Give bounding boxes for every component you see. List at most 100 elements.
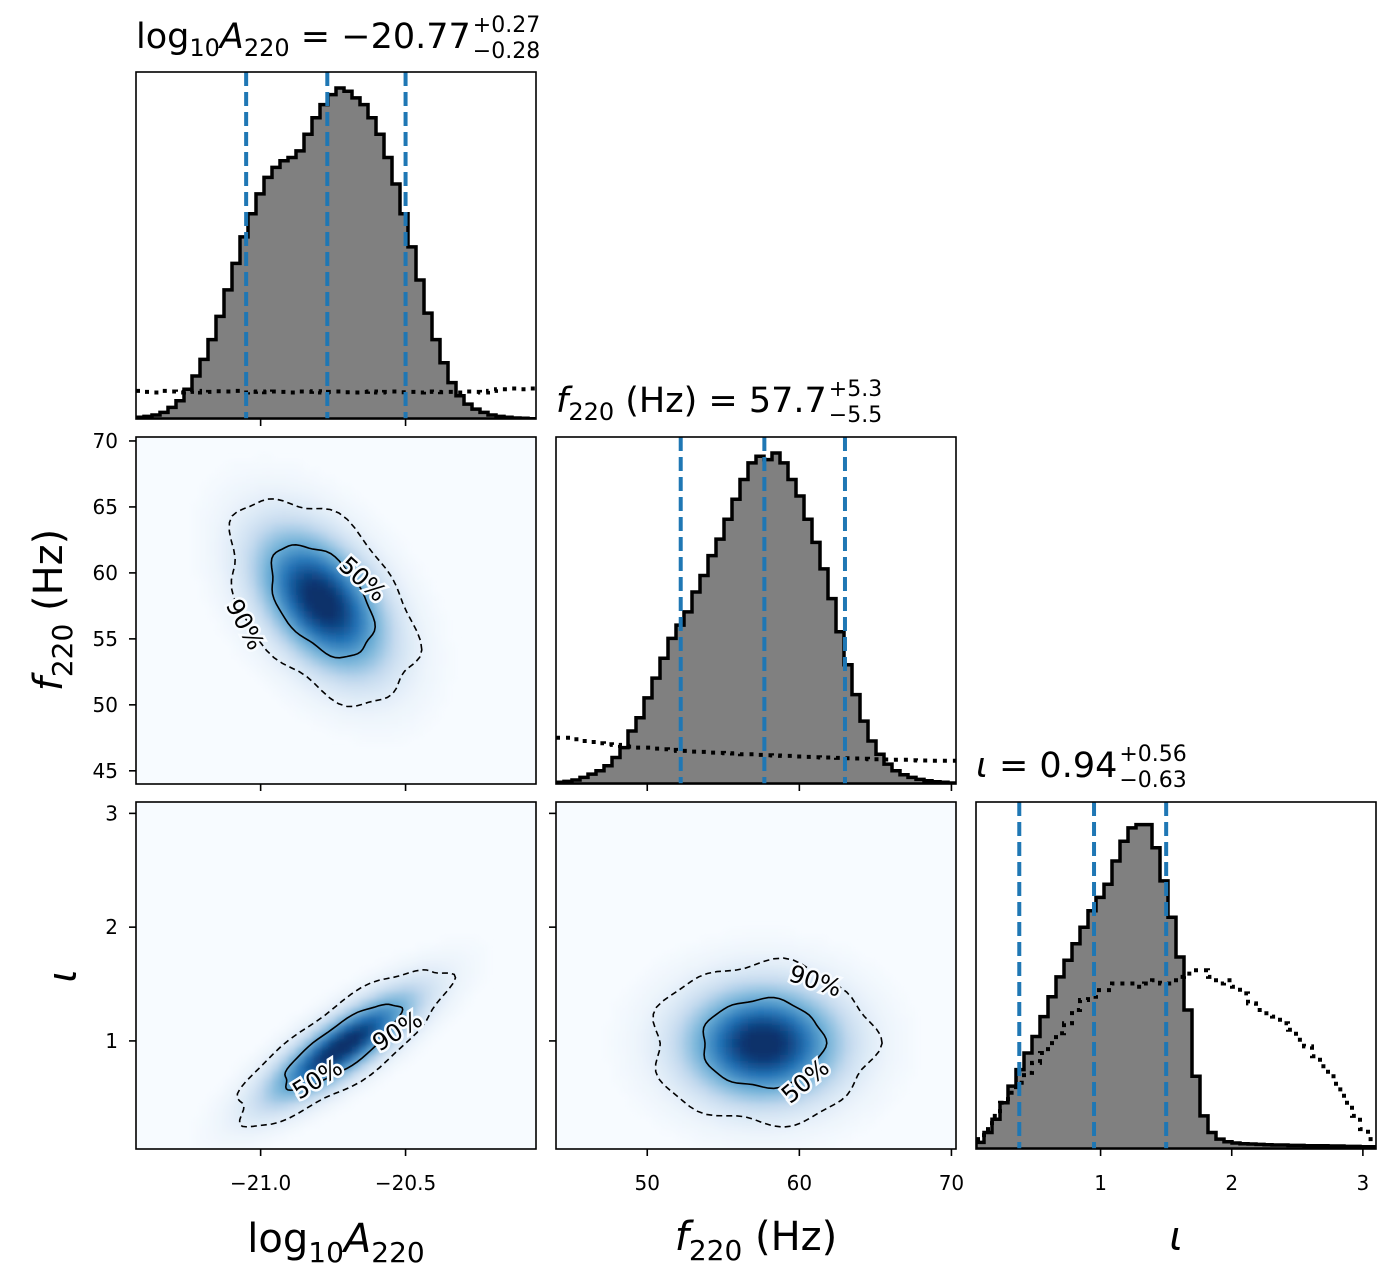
density-cell	[604, 1054, 613, 1063]
density-cell	[392, 665, 401, 675]
density-cell	[772, 1014, 781, 1024]
density-cell	[772, 1085, 781, 1095]
density-cell	[708, 944, 717, 953]
density-cell	[668, 999, 677, 1008]
density-cell	[200, 586, 209, 596]
density-cell	[708, 1070, 717, 1079]
density-cell	[684, 1133, 693, 1142]
density-cell	[240, 626, 249, 635]
density-cell	[288, 1022, 297, 1032]
density-cell	[240, 547, 249, 556]
density-cell	[668, 1085, 677, 1095]
density-cell	[376, 673, 385, 683]
density-cell	[432, 626, 441, 635]
density-cell	[200, 500, 209, 509]
density-cell	[876, 991, 885, 1000]
density-cell	[900, 1085, 909, 1095]
density-cell	[748, 1014, 757, 1024]
density-cell	[384, 673, 393, 683]
x-tick-label: 60	[787, 1171, 812, 1195]
density-cell	[416, 705, 425, 714]
density-cell	[756, 928, 765, 937]
density-cell	[432, 1014, 441, 1024]
density-cell	[748, 944, 757, 953]
density-cell	[288, 1038, 297, 1048]
density-cell	[272, 626, 281, 635]
density-cell	[232, 642, 241, 651]
density-cell	[652, 1046, 661, 1055]
density-cell	[240, 515, 249, 525]
density-cell	[796, 1085, 805, 1095]
density-cell	[908, 1062, 917, 1071]
density-cell	[788, 944, 797, 953]
density-cell	[376, 634, 385, 643]
density-cell	[740, 928, 749, 937]
density-cell	[424, 967, 433, 977]
density-cell	[620, 1014, 629, 1024]
density-cell	[676, 1093, 685, 1103]
density-cell	[748, 1062, 757, 1071]
density-cell	[628, 1062, 637, 1071]
density-cell	[788, 1062, 797, 1071]
density-cell	[828, 1030, 837, 1040]
density-cell	[900, 1030, 909, 1040]
density-cell	[368, 1054, 377, 1063]
density-cell	[288, 1117, 297, 1126]
density-cell	[868, 983, 877, 992]
density-cell	[392, 594, 401, 604]
density-cell	[408, 571, 417, 580]
density-cell	[836, 1022, 845, 1032]
density-cell	[900, 1014, 909, 1024]
density-cell	[812, 991, 821, 1000]
density-cell	[868, 991, 877, 1000]
density-cell	[272, 1070, 281, 1079]
density-cell	[692, 1109, 701, 1119]
density-cell	[368, 991, 377, 1000]
density-cell	[836, 999, 845, 1008]
density-cell	[304, 642, 313, 651]
density-cell	[844, 1101, 853, 1111]
density-cell	[368, 618, 377, 627]
density-cell	[860, 1078, 869, 1087]
density-cell	[692, 1078, 701, 1087]
density-cell	[440, 951, 449, 961]
density-cell	[280, 602, 289, 612]
density-cell	[304, 1062, 313, 1071]
density-cell	[772, 1054, 781, 1063]
density-cell	[732, 991, 741, 1000]
density-cell	[868, 1109, 877, 1119]
density-cell	[676, 1007, 685, 1016]
density-cell	[636, 1022, 645, 1032]
density-cell	[296, 1046, 305, 1055]
density-cell	[296, 539, 305, 548]
density-cell	[392, 1046, 401, 1055]
density-cell	[692, 1141, 701, 1149]
density-cell	[788, 1030, 797, 1040]
density-cell	[748, 1109, 757, 1119]
density-cell	[764, 1046, 773, 1055]
density-cell	[216, 1133, 225, 1142]
density-cell	[652, 1054, 661, 1063]
density-cell	[764, 1117, 773, 1126]
density-cell	[256, 649, 265, 659]
density-cell	[328, 634, 337, 643]
density-cell	[224, 531, 233, 541]
density-cell	[740, 1038, 749, 1048]
density-cell	[400, 555, 409, 564]
density-cell	[620, 1030, 629, 1040]
density-cell	[780, 1007, 789, 1016]
density-cell	[256, 1133, 265, 1142]
density-cell	[772, 1125, 781, 1134]
density-cell	[812, 1014, 821, 1024]
density-cell	[740, 1085, 749, 1095]
density-cell	[860, 1022, 869, 1032]
density-cell	[708, 951, 717, 961]
density-cell	[264, 634, 273, 643]
density-cell	[272, 1054, 281, 1063]
density-cell	[748, 1093, 757, 1103]
density-cell	[280, 476, 289, 485]
density-cell	[304, 476, 313, 485]
density-cell	[328, 523, 337, 533]
density-cell	[796, 951, 805, 961]
density-cell	[868, 1007, 877, 1016]
